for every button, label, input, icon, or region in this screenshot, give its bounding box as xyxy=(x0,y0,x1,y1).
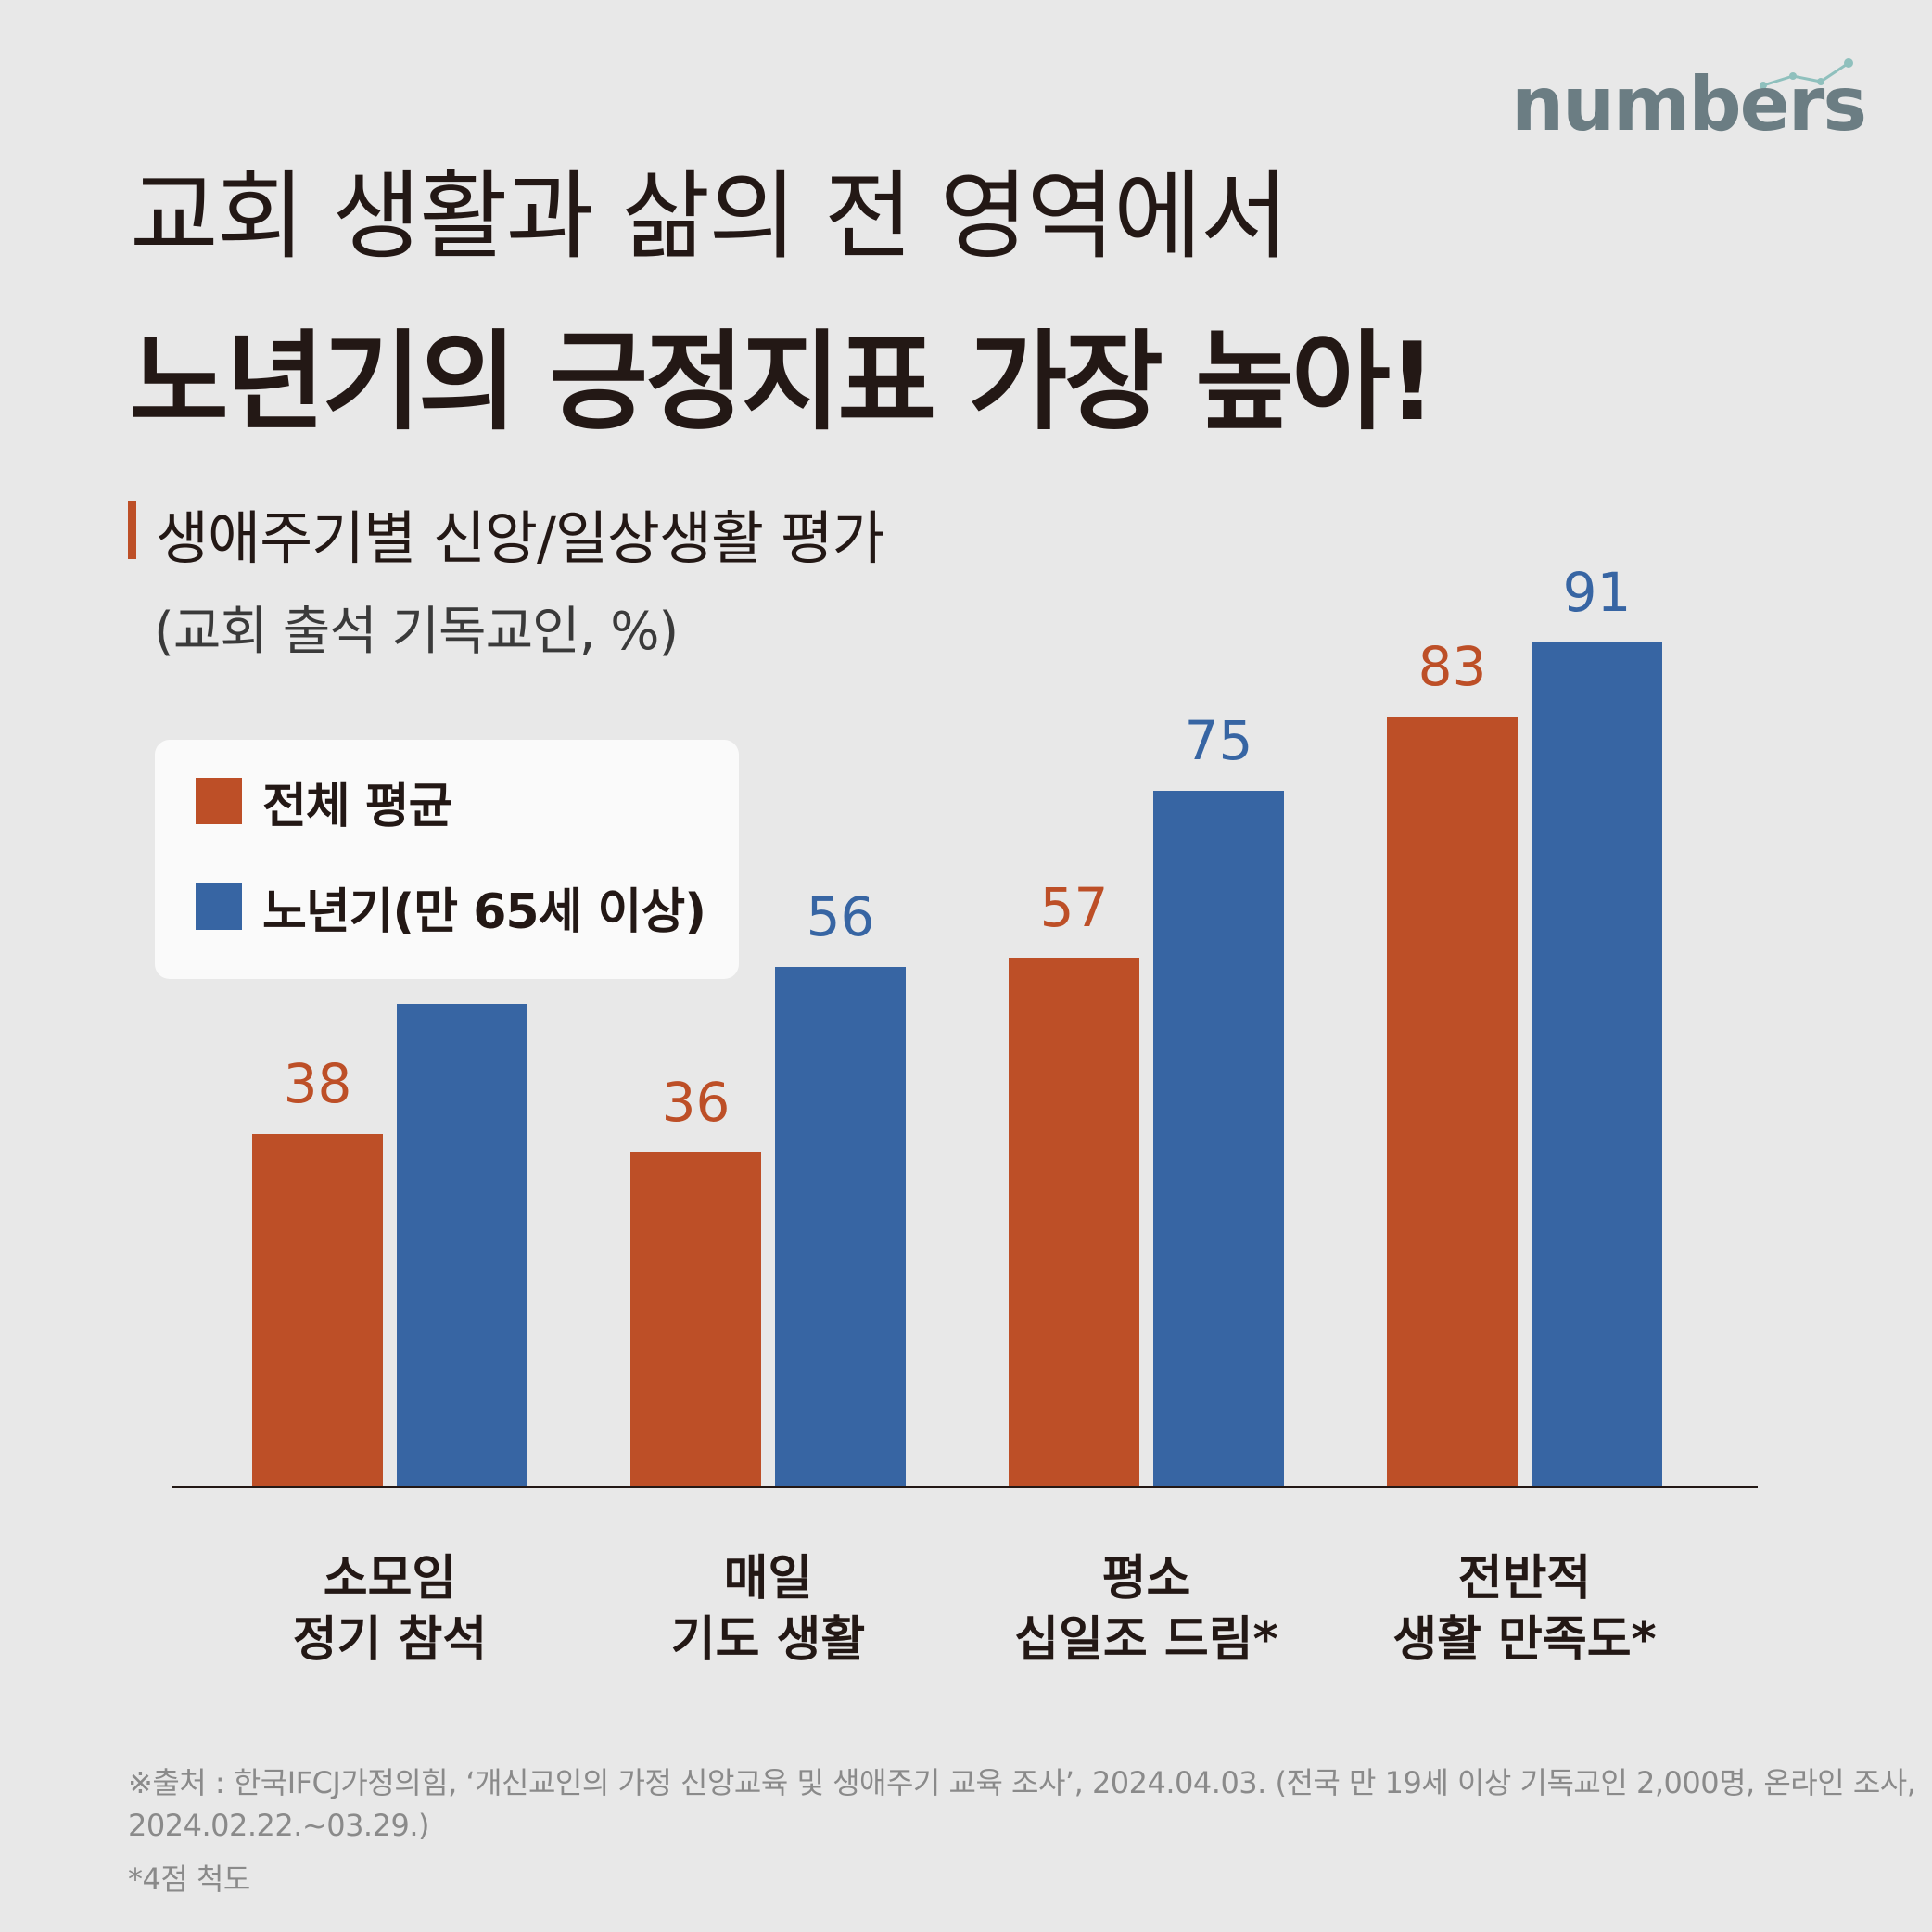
chart-subtitle: 생애주기별 신앙/일상생활 평가 xyxy=(156,504,885,572)
category-label-1-line-2: 정기 참석 xyxy=(293,1612,487,1668)
subtitle-accent-bar xyxy=(128,501,136,559)
category-label-1-line-1: 소모임 xyxy=(324,1551,457,1607)
data-label-overall-4: 83 xyxy=(1418,635,1487,698)
data-label-senior-3: 75 xyxy=(1185,709,1253,772)
data-label-senior-4: 91 xyxy=(1563,561,1632,624)
legend-label-overall: 전체 평균 xyxy=(262,778,452,834)
legend-item-senior: 노년기(만 65세 이상) xyxy=(196,879,706,940)
legend-label-senior: 노년기(만 65세 이상) xyxy=(262,883,706,940)
title-line-1: 교회 생활과 삶의 전 영역에서 xyxy=(130,159,1289,273)
scale-note: *4점 척도 xyxy=(128,1862,250,1897)
brand-logo: numbers xyxy=(1511,61,1867,147)
bar-senior-3 xyxy=(1153,791,1284,1486)
legend-swatch-senior xyxy=(196,883,242,930)
category-label-3-line-2: 십일조 드림* xyxy=(1014,1612,1278,1668)
category-label-4-line-2: 생활 만족도* xyxy=(1392,1612,1657,1668)
chart-unit-note: (교회 출석 기독교인, %) xyxy=(154,602,679,662)
category-label-4-line-1: 전반적 xyxy=(1458,1551,1592,1607)
category-label-2-line-1: 매일 xyxy=(724,1551,813,1607)
category-label-3-line-1: 평소 xyxy=(1102,1551,1191,1607)
data-label-senior-2: 56 xyxy=(807,885,875,948)
data-label-overall-2: 36 xyxy=(662,1071,731,1134)
bar-senior-4 xyxy=(1532,642,1662,1486)
bar-senior-1 xyxy=(397,1004,527,1486)
legend-item-overall: 전체 평균 xyxy=(196,773,452,834)
legend-swatch-overall xyxy=(196,778,242,824)
logo-dots-icon xyxy=(1760,58,1853,89)
data-label-overall-3: 57 xyxy=(1040,876,1109,939)
title-line-2: 노년기의 긍정지표 가장 높아! xyxy=(130,320,1437,445)
bar-overall-1 xyxy=(252,1134,383,1486)
source-line-2: 2024.02.22.~03.29.) xyxy=(128,1808,429,1843)
source-line-1: ※출처 : 한국IFCJ가정의힘, ‘개신교인의 가정 신앙교육 및 생애주기 … xyxy=(128,1765,1916,1800)
bar-overall-3 xyxy=(1009,958,1139,1486)
bar-senior-2 xyxy=(775,967,906,1486)
data-label-overall-1: 38 xyxy=(284,1052,352,1115)
bar-overall-2 xyxy=(630,1152,761,1486)
category-label-2-line-2: 기도 생활 xyxy=(671,1612,865,1668)
bar-overall-4 xyxy=(1387,717,1518,1486)
legend: 전체 평균 노년기(만 65세 이상) xyxy=(155,740,739,979)
